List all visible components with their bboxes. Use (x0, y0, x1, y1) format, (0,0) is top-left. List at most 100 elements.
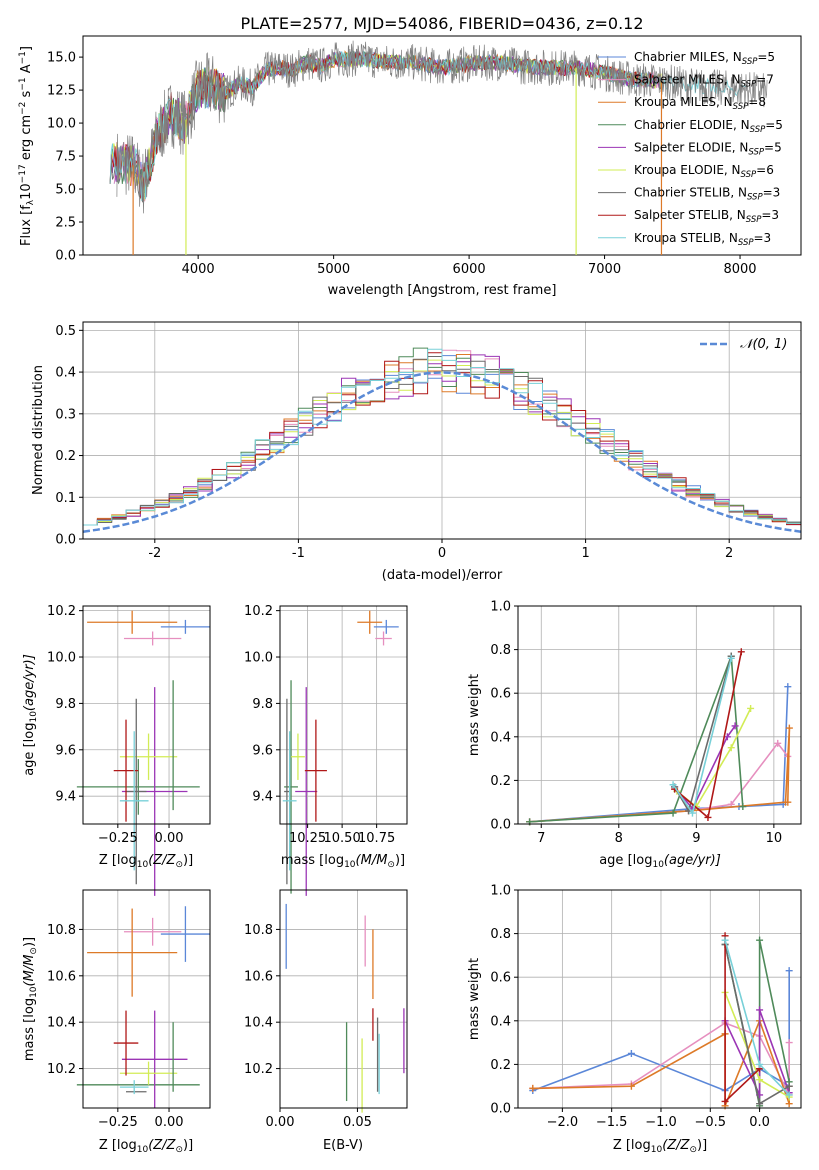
residual-xlabel: (data-model)/error (382, 568, 503, 583)
y-tick-label: 15.0 (47, 51, 76, 66)
error-bar-point (119, 731, 149, 871)
y-tick-label: 10.6 (47, 969, 76, 984)
mass-age-xlabel: mass [log10(M/M⊙)] (281, 853, 405, 870)
weight-point-marker (784, 683, 792, 691)
y-tick-label: 9.4 (252, 790, 273, 805)
weight-series-line (529, 728, 791, 823)
error-bar-point (284, 698, 290, 885)
legend-label-text: Chabrier STELIB, N (634, 186, 747, 200)
error-bar-point (119, 733, 178, 780)
weight-point-marker (529, 1084, 537, 1092)
spectrum-ylabel: Flux [fλ10−17 erg cm−2 s−1 A−1] (18, 46, 36, 246)
y-tick-label: 0.2 (490, 1058, 511, 1073)
z-mass-ticks: −0.25 0.00 10.2 10.4 10.6 10.8 (47, 923, 183, 1130)
y-tick-label: 0.4 (490, 730, 511, 745)
legend-label-text: Kroupa STELIB, N (634, 231, 738, 245)
x-tick-label: 8000 (723, 262, 756, 277)
error-bar-point (160, 619, 210, 634)
x-tick-label: 10.25 (289, 831, 326, 846)
y-tick-label: 0.5 (55, 324, 76, 339)
weight-age-panel: 7 8 9 10 0.0 0.2 0.4 0.6 0.8 1.0 age [log10(age/y… (467, 600, 802, 870)
y-tick-label: 10.6 (244, 969, 273, 984)
legend-label-sub: SSP (742, 57, 758, 67)
legend-label-text: Kroupa MILES, N (634, 95, 733, 109)
legend-label-text: Chabrier MILES, N (634, 50, 742, 64)
x-tick-label: 8 (615, 831, 623, 846)
weight-point-marker (785, 1082, 793, 1090)
y-tick-label: 10.2 (47, 1062, 76, 1077)
x-tick-label: 0.00 (155, 1115, 184, 1130)
weight-point-marker (704, 813, 712, 821)
y-tick-label: 10.0 (47, 117, 76, 132)
weight-age-axes-frame (517, 605, 802, 825)
x-tick-label: −0.25 (98, 1115, 138, 1130)
legend-label-sub: SSP (733, 102, 749, 112)
error-bar-point (87, 908, 178, 997)
error-bar-point (304, 719, 327, 822)
error-bar-point (119, 1061, 178, 1085)
y-tick-label: 0.2 (490, 774, 511, 789)
y-tick-label: 0.0 (490, 818, 511, 833)
legend-label: Kroupa STELIB, NSSP=3 (634, 231, 771, 248)
spectrum-panel: 4000 5000 6000 7000 8000 0.0 2.5 5.0 7.5 10.0 12.5… (18, 35, 802, 298)
weight-point-marker (756, 1060, 764, 1068)
y-tick-label: 10.0 (244, 651, 273, 666)
weight-point-marker (627, 1082, 635, 1090)
error-bar-point (357, 610, 383, 634)
weight-point-marker (785, 1091, 793, 1099)
y-tick-label: 0.3 (55, 407, 76, 422)
spectrum-plot-area (109, 40, 768, 255)
weight-series-line (529, 686, 789, 823)
z-mass-plot-area (76, 890, 210, 1108)
ebv-mass-plot-area (279, 890, 407, 1113)
weight-age-ticks: 7 8 9 10 0.0 0.2 0.4 0.6 0.8 1.0 (490, 600, 782, 847)
z-age-ticks: −0.25 0.00 9.4 9.6 9.8 10.0 10.2 (47, 604, 183, 846)
x-tick-label: 1 (581, 546, 589, 561)
legend-label: Salpeter ELODIE, NSSP=5 (634, 140, 782, 157)
residual-ylabel: Normed distribution (31, 365, 46, 495)
x-tick-label: 10 (766, 831, 783, 846)
z-age-plot-area (76, 606, 210, 896)
legend-label: Chabrier STELIB, NSSP=3 (634, 186, 780, 203)
z-mass-ylabel: mass [log10(M/M⊙)] (22, 937, 39, 1061)
x-tick-label: 6000 (453, 262, 486, 277)
weight-point-marker (785, 724, 793, 732)
y-tick-label: 0.4 (490, 1014, 511, 1029)
z-mass-xlabel: Z [log10(Z/Z⊙)] (99, 1138, 193, 1155)
weight-age-xlabel: age [log10(age/yr)] (599, 853, 721, 870)
y-tick-label: 2.5 (55, 216, 76, 231)
ebv-mass-panel: 0.00 0.05 10.2 10.4 10.6 10.8 E(B-V) (244, 889, 408, 1153)
weight-z-axes-frame (517, 889, 802, 1109)
z-mass-panel: −0.25 0.00 10.2 10.4 10.6 10.8 Z [log10(Z/Z⊙)… (22, 889, 211, 1155)
weight-point-marker (784, 798, 792, 806)
error-bar-point (123, 917, 182, 946)
mass-age-axes-frame (279, 605, 408, 825)
x-tick-label: −1.0 (645, 1115, 677, 1130)
weight-point-marker (688, 809, 696, 817)
y-tick-label: 10.8 (47, 923, 76, 938)
residual-panel: -2 -1 0 1 2 0.0 0.1 0.2 0.3 0.4 0.5 (data-model)/e… (31, 321, 802, 583)
legend-label: Salpeter MILES, NSSP=7 (634, 73, 774, 90)
weight-point-marker (727, 654, 735, 662)
x-tick-label: 10.75 (358, 831, 395, 846)
error-bar-point (119, 1080, 149, 1095)
residual-histogram (83, 348, 801, 526)
legend-label: Chabrier ELODIE, NSSP=5 (634, 118, 783, 135)
y-tick-label: 0.4 (55, 366, 76, 381)
z-mass-axes-frame (82, 889, 211, 1109)
y-tick-label: 9.6 (55, 743, 76, 758)
weight-point-marker (774, 739, 782, 747)
weight-point-marker (756, 1100, 764, 1108)
y-tick-label: 10.2 (244, 1062, 273, 1077)
legend-label-text: Salpeter MILES, N (634, 73, 741, 87)
legend-label-sub: SSP (748, 147, 764, 157)
legend-label-sub: SSP (741, 170, 757, 180)
y-tick-label: 0.2 (55, 449, 76, 464)
spectrum-ticks: 4000 5000 6000 7000 8000 0.0 2.5 5.0 7.5 10.0 12.5… (47, 51, 757, 277)
y-tick-label: 10.0 (47, 651, 76, 666)
figure-title: PLATE=2577, MJD=54086, FIBERID=0436, z=0… (240, 14, 643, 33)
ebv-mass-ticks: 0.00 0.05 10.2 10.4 10.6 10.8 (244, 923, 372, 1130)
x-tick-label: 0.0 (749, 1115, 770, 1130)
